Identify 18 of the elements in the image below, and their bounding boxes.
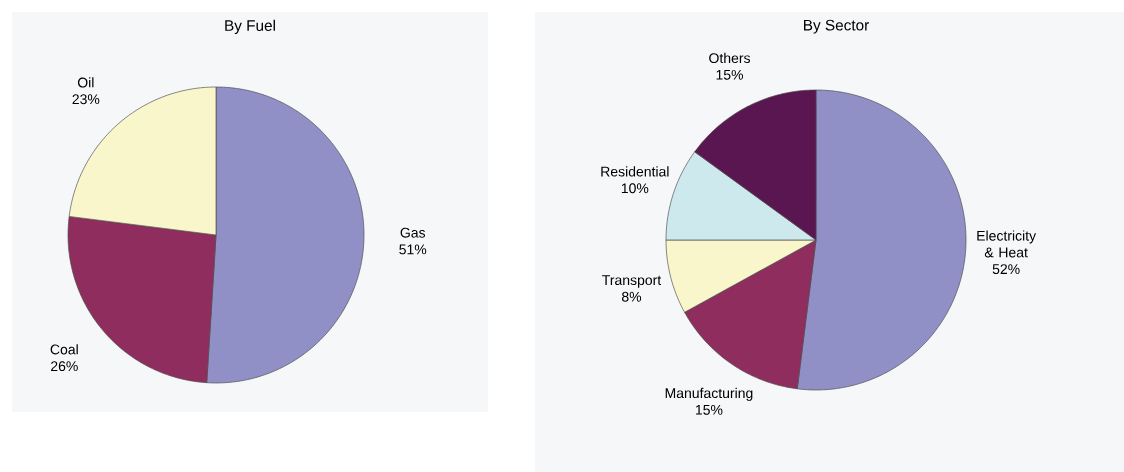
- data-label: 15%: [695, 404, 723, 415]
- chart-title: By Sector: [804, 19, 869, 34]
- data-label: 10%: [621, 183, 649, 194]
- data-label: 8%: [621, 291, 642, 302]
- data-label: 15%: [716, 69, 744, 80]
- data-label: 52%: [992, 264, 1020, 275]
- slice-label: Gas: [400, 227, 426, 238]
- slice-label: Residential: [601, 166, 669, 177]
- slice-label: Coal: [50, 344, 78, 355]
- data-label: 23%: [72, 94, 100, 105]
- data-label: 51%: [399, 244, 427, 255]
- data-label: 26%: [51, 361, 78, 372]
- slice-label: Transport: [602, 275, 662, 288]
- slice-label: Others: [709, 52, 751, 64]
- slice-label: Manufacturing: [665, 387, 753, 401]
- slice-label: Oil: [77, 77, 94, 88]
- slice-label: Electricity & Heat: [977, 230, 1037, 258]
- chart-title: By Fuel: [225, 19, 275, 34]
